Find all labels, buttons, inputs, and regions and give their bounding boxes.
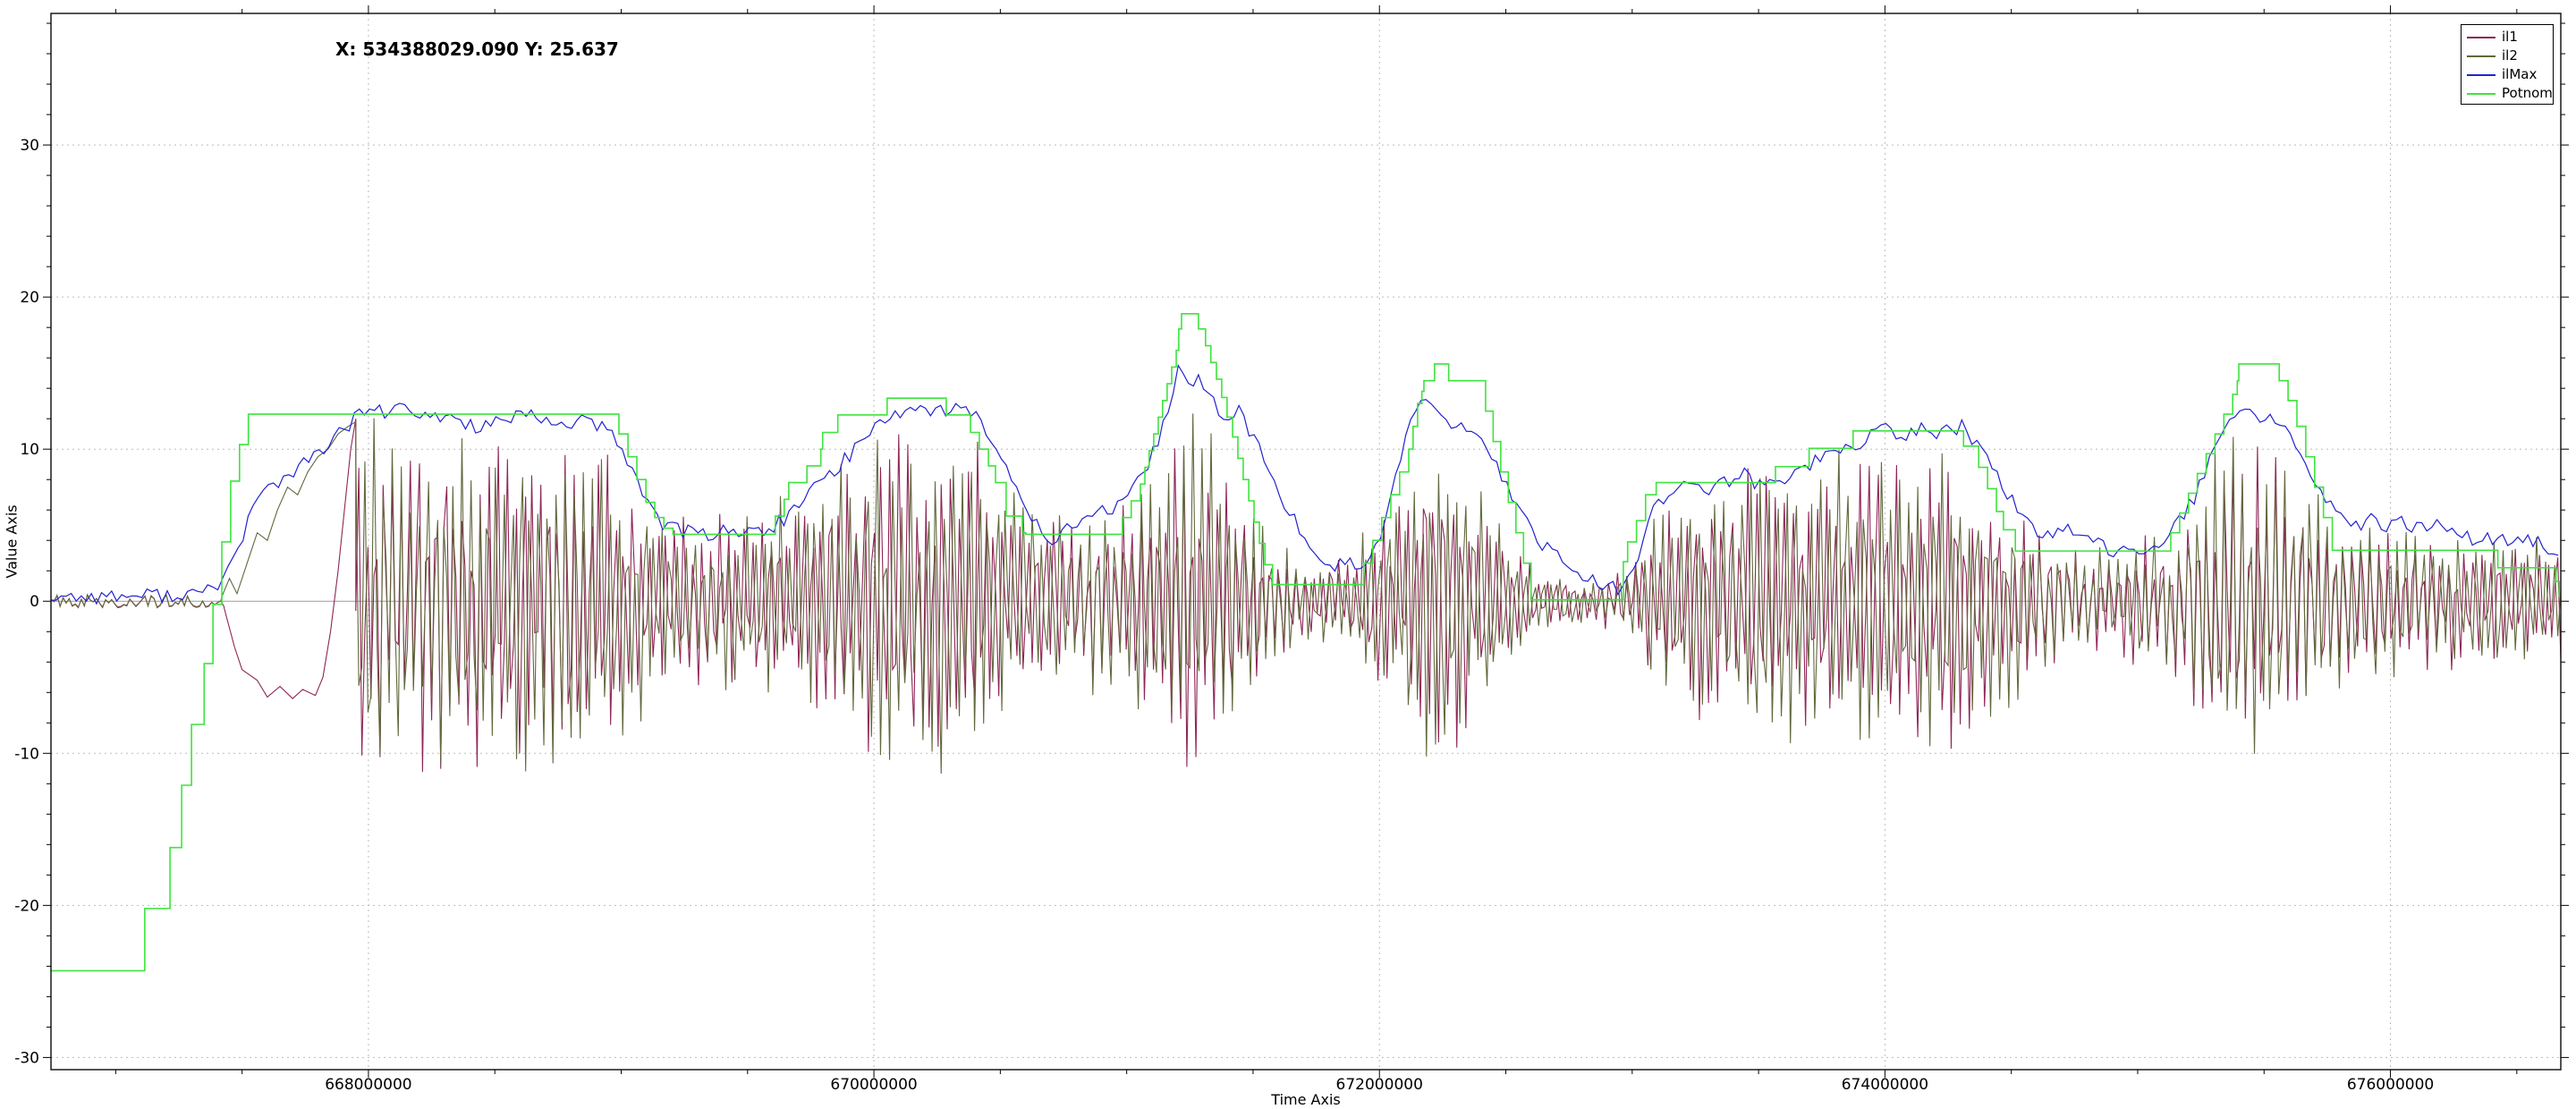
legend: il1 il2 ilMax Potnom xyxy=(2461,24,2554,105)
y-tick-label: 30 xyxy=(20,137,39,155)
series-lines xyxy=(51,313,2561,972)
legend-label-il2: il2 xyxy=(2502,47,2518,63)
legend-item-potnom[interactable]: Potnom xyxy=(2467,84,2553,103)
x-axis-title: Time Axis xyxy=(1271,1091,1341,1108)
cursor-readout: X: 534388029.090 Y: 25.637 xyxy=(335,38,619,60)
legend-item-il1[interactable]: il1 xyxy=(2467,28,2553,47)
x-tick-labels: 668000000 670000000 672000000 674000000 6760… xyxy=(325,1076,2434,1094)
ilmax-line-swatch xyxy=(2467,73,2496,76)
legend-item-ilmax[interactable]: ilMax xyxy=(2467,65,2553,84)
series-ilMax-path xyxy=(51,363,2559,605)
x-tick-label: 676000000 xyxy=(2347,1076,2434,1094)
il2-line-swatch xyxy=(2467,55,2496,57)
y-axis-title: Value Axis xyxy=(3,504,21,579)
plot-frame xyxy=(50,13,2562,1071)
legend-label-potnom: Potnom xyxy=(2502,85,2553,101)
series-il2-path xyxy=(51,413,2561,774)
y-tick-label: 20 xyxy=(20,289,39,307)
y-tick-label: -10 xyxy=(14,745,39,763)
x-tick-label: 672000000 xyxy=(1336,1076,1423,1094)
y-tick-label: 0 xyxy=(30,593,39,611)
series-il1-path xyxy=(51,419,2561,773)
y-tick-labels: 30 20 10 0 -10 -20 -30 xyxy=(14,137,39,1067)
x-tick-label: 668000000 xyxy=(325,1076,411,1094)
y-tick-label: -20 xyxy=(14,897,39,915)
potnom-line-swatch xyxy=(2467,92,2496,95)
y-tick-label: 10 xyxy=(20,441,39,459)
legend-item-il2[interactable]: il2 xyxy=(2467,47,2553,65)
plot-border xyxy=(50,13,2562,1071)
series-Potnom-path xyxy=(51,313,2561,972)
axis-ticks xyxy=(43,5,2569,1078)
x-tick-label: 670000000 xyxy=(830,1076,917,1094)
y-tick-label: -30 xyxy=(14,1049,39,1067)
il1-line-swatch xyxy=(2467,36,2496,38)
x-tick-label: 674000000 xyxy=(1842,1076,1928,1094)
legend-label-ilmax: ilMax xyxy=(2502,66,2538,82)
legend-label-il1: il1 xyxy=(2502,29,2518,45)
